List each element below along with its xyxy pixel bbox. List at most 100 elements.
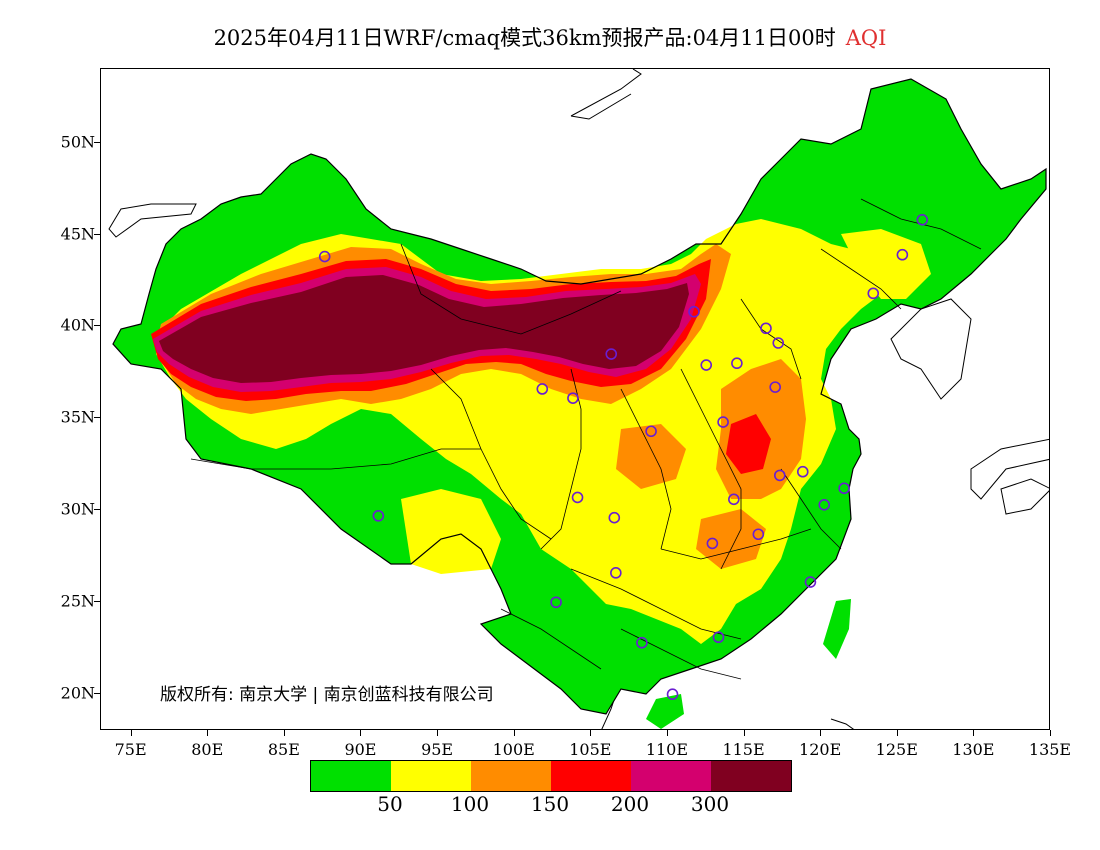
station-marker — [796, 465, 809, 478]
lon-tick — [820, 730, 822, 736]
region-orange-central — [616, 424, 686, 489]
map-canvas — [108, 69, 1049, 729]
station-marker — [318, 250, 331, 263]
station-marker — [666, 688, 679, 701]
map-frame — [100, 68, 1050, 730]
lon-tick — [130, 730, 132, 736]
station-marker — [773, 469, 786, 482]
lat-label: 20N — [60, 683, 95, 703]
station-marker — [567, 392, 579, 404]
color-legend — [310, 760, 792, 792]
lon-tick — [666, 730, 668, 736]
station-marker — [772, 337, 785, 349]
legend-label: 50 — [377, 792, 403, 816]
station-marker — [712, 631, 725, 644]
station-marker — [731, 357, 743, 370]
station-marker — [605, 348, 618, 360]
lon-tick — [973, 730, 975, 736]
station-marker — [896, 248, 909, 261]
lat-tick — [94, 141, 100, 143]
region-hainan — [646, 694, 684, 729]
region-maroon — [159, 275, 689, 383]
lon-label: 135E — [1028, 740, 1072, 759]
lon-tick — [437, 730, 439, 736]
legend-label: 300 — [690, 792, 730, 816]
region-yellow-sw — [401, 489, 501, 574]
lon-label: 80E — [191, 740, 224, 759]
station-marker — [706, 537, 719, 550]
lon-label: 125E — [875, 740, 918, 759]
legend-swatch — [311, 761, 391, 791]
legend-swatch — [631, 761, 711, 791]
legend-label: 150 — [530, 792, 570, 816]
title-parameter: AQI — [845, 26, 887, 50]
lat-tick — [94, 693, 100, 695]
region-orange-south — [696, 509, 766, 569]
legend-label: 200 — [610, 792, 650, 816]
region-yellow-ne — [841, 229, 931, 299]
title-main: 2025年04月11日WRF/cmaq模式36km预报产品:04月11日00时 — [213, 26, 836, 50]
lon-label: 85E — [267, 740, 300, 759]
station-marker — [700, 359, 713, 371]
station-markers — [318, 213, 929, 701]
lat-tick — [94, 509, 100, 511]
station-marker — [760, 322, 772, 335]
lon-tick — [743, 730, 745, 736]
lon-tick — [590, 730, 592, 736]
lon-label: 100E — [492, 740, 535, 759]
legend-swatch — [711, 761, 791, 791]
lon-label: 75E — [114, 740, 147, 759]
station-marker — [571, 491, 584, 504]
station-marker — [818, 499, 831, 511]
lat-label: 45N — [60, 224, 95, 243]
lon-tick — [1050, 730, 1051, 736]
station-marker — [717, 416, 729, 428]
coastline-korea-japan — [890, 298, 1049, 515]
lat-tick — [94, 601, 100, 603]
lon-label: 105E — [569, 740, 612, 759]
lat-label: 35N — [60, 407, 95, 427]
region-taiwan — [823, 599, 851, 659]
station-marker — [372, 510, 385, 522]
lon-label: 115E — [722, 740, 765, 759]
station-marker — [838, 482, 850, 495]
legend-swatch — [551, 761, 631, 791]
lon-tick — [283, 730, 285, 736]
legend-swatch — [391, 761, 471, 791]
station-marker — [769, 381, 781, 393]
station-marker — [688, 305, 700, 318]
national-border — [112, 78, 1047, 715]
station-marker — [608, 511, 621, 524]
lat-label: 25N — [60, 591, 95, 611]
station-marker — [916, 213, 929, 226]
lon-tick — [896, 730, 898, 736]
station-marker — [867, 287, 880, 300]
lat-tick — [94, 325, 100, 327]
lon-tick — [207, 730, 209, 736]
lat-label: 30N — [60, 499, 95, 519]
station-marker — [752, 528, 765, 541]
station-marker — [550, 596, 562, 609]
legend-label: 100 — [450, 792, 490, 816]
lon-label: 130E — [952, 740, 995, 759]
station-marker — [645, 425, 657, 438]
lat-label: 50N — [60, 132, 95, 152]
station-marker — [636, 636, 648, 649]
lon-tick — [360, 730, 362, 736]
map-title: 2025年04月11日WRF/cmaq模式36km预报产品:04月11日00时 A… — [0, 22, 1100, 52]
station-marker — [610, 567, 622, 579]
copyright-notice: 版权所有: 南京大学 | 南京创蓝科技有限公司 — [160, 685, 494, 705]
lon-label: 95E — [421, 740, 454, 759]
station-marker — [536, 383, 549, 395]
legend-swatch — [471, 761, 551, 791]
coastline-kazakh — [108, 203, 197, 238]
lon-label: 120E — [799, 740, 842, 759]
region-red-east — [726, 414, 771, 474]
station-marker — [728, 493, 740, 506]
lat-tick — [94, 417, 100, 419]
lat-label: 40N — [60, 315, 95, 335]
station-marker — [804, 576, 817, 588]
lon-tick — [513, 730, 515, 736]
coastline-north — [570, 69, 642, 120]
lon-label: 90E — [344, 740, 377, 759]
